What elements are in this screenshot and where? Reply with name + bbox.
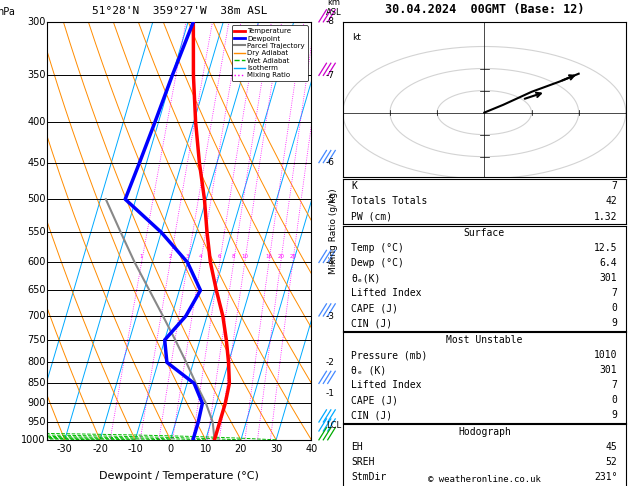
Text: 9: 9 xyxy=(611,318,617,329)
Text: K: K xyxy=(351,181,357,191)
Text: Most Unstable: Most Unstable xyxy=(446,335,523,345)
Text: 6: 6 xyxy=(218,254,221,259)
Text: SREH: SREH xyxy=(351,457,375,467)
Text: 45: 45 xyxy=(606,442,617,452)
Text: 1: 1 xyxy=(140,254,143,259)
Text: 9: 9 xyxy=(611,410,617,420)
Text: 12.5: 12.5 xyxy=(594,243,617,253)
Text: CIN (J): CIN (J) xyxy=(351,318,392,329)
Text: 600: 600 xyxy=(28,258,46,267)
Text: -3: -3 xyxy=(326,312,335,320)
Text: 950: 950 xyxy=(27,417,46,427)
Text: Surface: Surface xyxy=(464,228,505,238)
Text: hPa: hPa xyxy=(0,7,15,17)
Text: 750: 750 xyxy=(27,335,46,345)
Text: 3: 3 xyxy=(186,254,189,259)
Text: 650: 650 xyxy=(27,285,46,295)
Text: LCL: LCL xyxy=(326,421,341,430)
Text: 231°: 231° xyxy=(594,472,617,482)
Text: kt: kt xyxy=(352,33,361,42)
Text: 400: 400 xyxy=(28,117,46,127)
Legend: Temperature, Dewpoint, Parcel Trajectory, Dry Adiabat, Wet Adiabat, Isotherm, Mi: Temperature, Dewpoint, Parcel Trajectory… xyxy=(231,25,308,81)
Text: 350: 350 xyxy=(27,70,46,80)
Text: 800: 800 xyxy=(28,357,46,367)
Text: -10: -10 xyxy=(127,444,143,454)
Text: 6.4: 6.4 xyxy=(599,258,617,268)
Text: -2: -2 xyxy=(326,358,335,367)
Text: 7: 7 xyxy=(611,380,617,390)
Text: © weatheronline.co.uk: © weatheronline.co.uk xyxy=(428,474,541,484)
Text: 42: 42 xyxy=(606,196,617,207)
Text: 10: 10 xyxy=(199,444,212,454)
Text: -20: -20 xyxy=(92,444,108,454)
Text: 900: 900 xyxy=(28,398,46,408)
Text: 30.04.2024  00GMT (Base: 12): 30.04.2024 00GMT (Base: 12) xyxy=(384,2,584,16)
Text: -1: -1 xyxy=(326,389,335,398)
Text: 700: 700 xyxy=(27,311,46,321)
Text: StmDir: StmDir xyxy=(351,472,387,482)
Text: 8: 8 xyxy=(232,254,235,259)
Text: CIN (J): CIN (J) xyxy=(351,410,392,420)
Text: -5: -5 xyxy=(326,195,335,204)
Text: 20: 20 xyxy=(235,444,247,454)
Text: 500: 500 xyxy=(27,194,46,204)
Text: θₑ(K): θₑ(K) xyxy=(351,273,381,283)
Text: 301: 301 xyxy=(599,273,617,283)
Text: 10: 10 xyxy=(241,254,248,259)
Text: km
ASL: km ASL xyxy=(326,0,341,17)
Text: Lifted Index: Lifted Index xyxy=(351,288,422,298)
Text: Dewpoint / Temperature (°C): Dewpoint / Temperature (°C) xyxy=(99,471,259,481)
Text: -6: -6 xyxy=(326,158,335,167)
Text: 7: 7 xyxy=(611,288,617,298)
Text: -4: -4 xyxy=(326,258,335,267)
Text: 0: 0 xyxy=(167,444,174,454)
Text: Dewp (°C): Dewp (°C) xyxy=(351,258,404,268)
Text: 1.32: 1.32 xyxy=(594,211,617,222)
Text: Pressure (mb): Pressure (mb) xyxy=(351,350,428,360)
Text: 850: 850 xyxy=(27,379,46,388)
Text: PW (cm): PW (cm) xyxy=(351,211,392,222)
Text: -7: -7 xyxy=(326,71,335,80)
Text: 2: 2 xyxy=(169,254,172,259)
Text: 25: 25 xyxy=(289,254,296,259)
Text: -8: -8 xyxy=(326,17,335,26)
Text: -30: -30 xyxy=(57,444,73,454)
Text: 550: 550 xyxy=(27,227,46,237)
Text: 1010: 1010 xyxy=(594,350,617,360)
Text: Mixing Ratio (g/kg): Mixing Ratio (g/kg) xyxy=(329,188,338,274)
Text: CAPE (J): CAPE (J) xyxy=(351,303,398,313)
Text: θₑ (K): θₑ (K) xyxy=(351,365,387,375)
Text: 40: 40 xyxy=(305,444,318,454)
Text: 1000: 1000 xyxy=(21,435,46,445)
Text: 7: 7 xyxy=(611,181,617,191)
Text: CAPE (J): CAPE (J) xyxy=(351,395,398,405)
Text: 0: 0 xyxy=(611,395,617,405)
Text: 300: 300 xyxy=(28,17,46,27)
Text: EH: EH xyxy=(351,442,363,452)
Text: Temp (°C): Temp (°C) xyxy=(351,243,404,253)
Text: 20: 20 xyxy=(277,254,284,259)
Text: 301: 301 xyxy=(599,365,617,375)
Text: 4: 4 xyxy=(199,254,203,259)
Text: Totals Totals: Totals Totals xyxy=(351,196,428,207)
Text: 52: 52 xyxy=(606,457,617,467)
Text: Lifted Index: Lifted Index xyxy=(351,380,422,390)
Text: Hodograph: Hodograph xyxy=(458,427,511,437)
Text: 0: 0 xyxy=(611,303,617,313)
Text: 450: 450 xyxy=(27,157,46,168)
Text: 30: 30 xyxy=(270,444,282,454)
Text: 51°28'N  359°27'W  38m ASL: 51°28'N 359°27'W 38m ASL xyxy=(91,5,267,16)
Text: 16: 16 xyxy=(265,254,272,259)
